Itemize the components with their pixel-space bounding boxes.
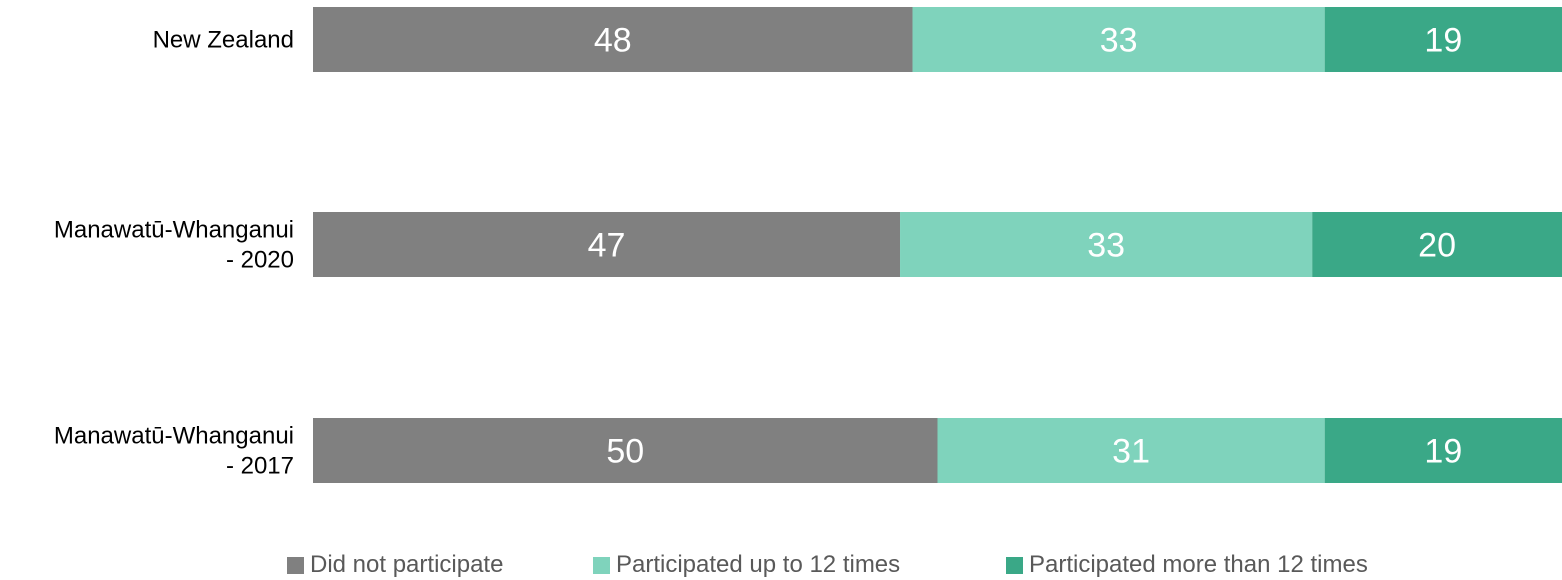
legend-swatch [287, 556, 304, 574]
stacked-bar-chart: New Zealand 48 33 19 Manawatū-Whanganui - 202… [54, 7, 1562, 483]
legend-label: Did not participate [310, 551, 504, 578]
legend-label: Participated more than 12 times [1029, 551, 1368, 578]
legend: Did not participate Participated up to 12… [0, 550, 1562, 580]
legend-item: Did not participate [287, 550, 503, 580]
bar-segment [912, 7, 1325, 72]
bar-segment [1324, 7, 1562, 72]
data-label: 50 [606, 433, 644, 471]
bar-segment [313, 212, 901, 277]
data-label: 20 [1418, 227, 1456, 265]
category-label: - 2020 [226, 247, 294, 274]
legend-swatch [1006, 556, 1023, 574]
bar-segment [313, 7, 913, 72]
data-label: 33 [1087, 227, 1125, 265]
category-label: Manawatū-Whanganui [54, 423, 294, 450]
bar-segment [1312, 212, 1562, 277]
data-label: 48 [594, 22, 632, 60]
legend-swatch [593, 556, 610, 574]
bar-segment [900, 212, 1313, 277]
data-label: 19 [1424, 22, 1462, 60]
legend-label: Participated up to 12 times [616, 551, 901, 578]
data-label: 33 [1100, 22, 1138, 60]
legend-item: Participated more than 12 times [1006, 550, 1368, 580]
bar-segment [1324, 418, 1562, 483]
bar-segment [313, 418, 938, 483]
category-label: Manawatū-Whanganui [54, 217, 294, 244]
data-label: 19 [1424, 433, 1462, 471]
category-label: - 2017 [226, 453, 294, 480]
data-label: 31 [1112, 433, 1150, 471]
category-label: New Zealand [153, 27, 294, 54]
legend-item: Participated up to 12 times [593, 550, 900, 580]
bar-segment [937, 418, 1325, 483]
data-label: 47 [588, 227, 626, 265]
